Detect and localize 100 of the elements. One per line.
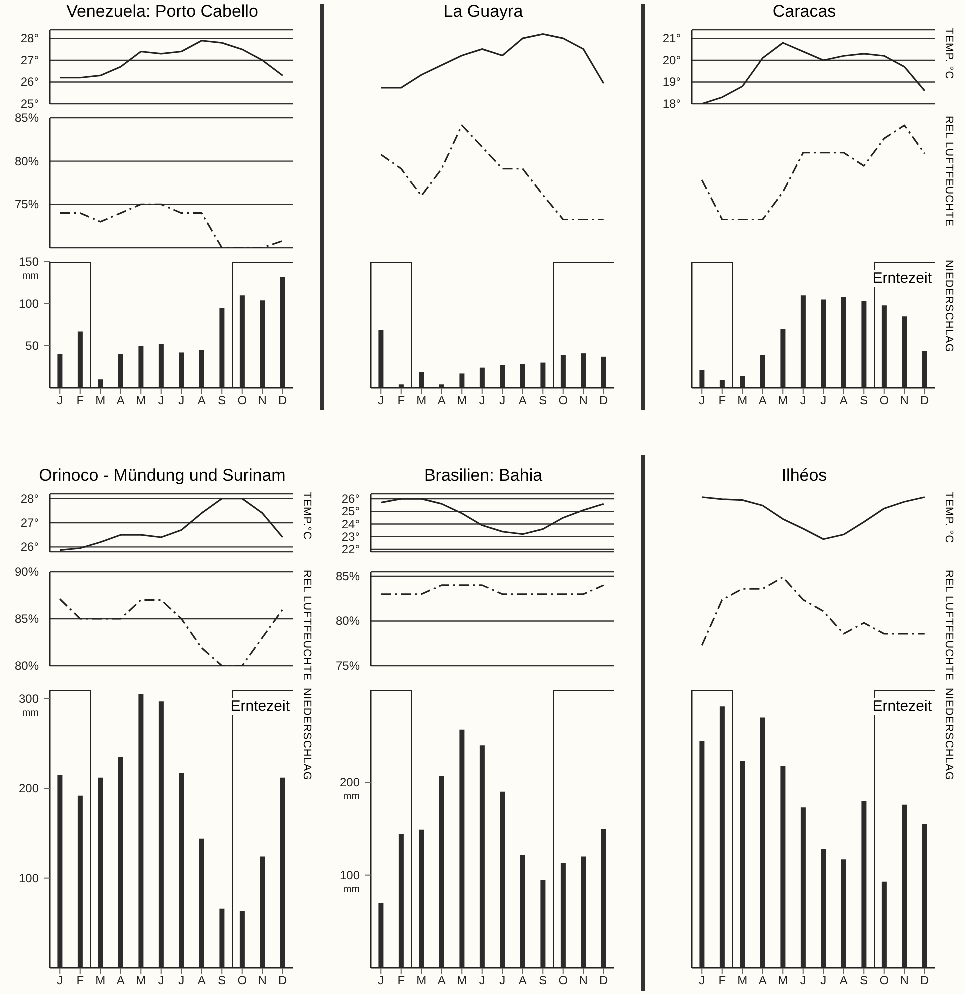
x-tick-label: O — [880, 974, 890, 988]
x-tick-label: D — [278, 394, 288, 408]
x-tick-label: A — [198, 974, 206, 988]
y-tick-label: 19° — [662, 75, 682, 90]
x-tick-label: A — [518, 394, 527, 408]
x-tick-label: J — [800, 974, 806, 988]
x-tick-label: F — [718, 394, 726, 408]
x-tick-label: S — [860, 394, 868, 408]
y-axis-title: NIEDERSCHLAG — [943, 260, 955, 353]
y-tick-label: 26° — [342, 492, 360, 506]
x-tick-label: M — [136, 974, 146, 988]
y-tick-label: 18° — [662, 97, 682, 111]
y-axis-title: REL LUFTFEUCHTE — [301, 570, 313, 681]
y-tick-label: 80% — [336, 614, 360, 628]
x-tick-label: D — [920, 394, 930, 408]
x-tick-label: S — [539, 394, 548, 408]
y-axis-title: NIEDERSCHLAG — [301, 688, 313, 781]
x-tick-label: A — [438, 394, 446, 408]
x-tick-label: A — [758, 394, 767, 408]
y-axis-title: NIEDERSCHLAG — [943, 688, 955, 781]
x-tick-label: N — [579, 974, 588, 988]
x-tick-label: J — [158, 394, 164, 408]
x-tick-label: J — [57, 974, 64, 988]
x-tick-label: N — [900, 394, 909, 408]
y-tick-label: 26° — [20, 75, 40, 90]
x-tick-label: O — [558, 394, 568, 408]
y-tick-label: 23° — [342, 530, 360, 544]
y-tick-label: 80% — [14, 154, 40, 168]
line-series — [59, 204, 284, 248]
x-tick-label: O — [238, 394, 248, 408]
y-tick-label: 75% — [336, 659, 360, 673]
x-tick-label: J — [378, 974, 384, 988]
x-tick-label: J — [699, 394, 706, 408]
x-tick-label: A — [116, 974, 125, 988]
x-tick-label: N — [258, 394, 267, 408]
x-tick-label: M — [738, 394, 748, 408]
x-tick-label: M — [738, 974, 748, 988]
y-axis-title: TEMP. °C — [943, 28, 955, 80]
x-tick-label: S — [218, 394, 226, 408]
x-tick-label: D — [600, 394, 609, 408]
x-tick-label: N — [579, 394, 588, 408]
annotation: Erntezeit — [872, 270, 932, 287]
line-series — [701, 42, 926, 104]
x-tick-label: N — [900, 974, 909, 988]
x-tick-label: J — [178, 394, 185, 408]
chart-title: Caracas — [772, 1, 838, 23]
x-tick-label: M — [778, 974, 788, 988]
x-tick-label: A — [518, 974, 527, 988]
x-tick-label: A — [198, 394, 206, 408]
x-tick-label: J — [800, 394, 806, 408]
y-tick-label: 80% — [14, 659, 40, 673]
x-tick-label: J — [820, 974, 827, 988]
y-tick-label: 22° — [342, 542, 360, 556]
x-tick-label: J — [699, 974, 706, 988]
x-tick-label: J — [158, 974, 164, 988]
x-tick-label: F — [718, 974, 726, 988]
x-tick-label: O — [880, 394, 890, 408]
chart-title: La Guayra — [442, 1, 524, 23]
annotation: Erntezeit — [230, 698, 290, 715]
chart-title: Orinoco - Mündung und Surinam — [38, 465, 287, 487]
x-tick-label: D — [920, 974, 930, 988]
x-tick-label: O — [238, 974, 248, 988]
y-tick-label: 25° — [342, 504, 360, 519]
chart-title: Venezuela: Porto Cabello — [66, 1, 260, 23]
y-tick-label: 25° — [20, 97, 40, 111]
x-tick-label: S — [860, 974, 868, 988]
y-tick-label: 28° — [20, 492, 40, 506]
annotation: Erntezeit — [872, 698, 932, 715]
line-series — [59, 598, 284, 666]
x-tick-label: A — [840, 394, 848, 408]
y-tick-label: 75% — [14, 198, 40, 212]
y-axis-title: TEMP. °C — [943, 492, 955, 544]
x-tick-label: J — [378, 394, 384, 408]
x-tick-label: A — [758, 974, 767, 988]
y-tick-label: 200 — [18, 782, 40, 796]
x-tick-label: D — [278, 974, 288, 988]
x-tick-label: M — [416, 394, 427, 408]
x-tick-label: S — [218, 974, 226, 988]
chart-title: Brasilien: Bahia — [423, 465, 544, 487]
y-tick-label: 20° — [662, 53, 682, 68]
y-tick-label: 90% — [14, 565, 40, 579]
x-tick-label: M — [778, 394, 788, 408]
y-axis-title: REL LUFTFEUCHTE — [943, 570, 955, 681]
x-tick-label: O — [558, 974, 568, 988]
x-tick-label: J — [500, 394, 506, 408]
x-tick-label: M — [96, 394, 106, 408]
line-series — [59, 498, 284, 552]
line-series — [380, 498, 605, 536]
y-tick-label: 27° — [20, 516, 40, 530]
x-tick-label: A — [438, 974, 446, 988]
x-tick-label: A — [840, 974, 848, 988]
y-tick-label: 100 — [18, 297, 40, 311]
x-tick-label: N — [258, 974, 267, 988]
line-series — [59, 40, 284, 79]
y-axis-title: TEMP.°C — [301, 492, 313, 540]
x-tick-label: M — [457, 974, 468, 988]
x-tick-label: F — [398, 394, 406, 408]
y-tick-label: 85% — [14, 111, 40, 125]
x-tick-label: M — [136, 394, 146, 408]
x-tick-label: F — [76, 974, 84, 988]
